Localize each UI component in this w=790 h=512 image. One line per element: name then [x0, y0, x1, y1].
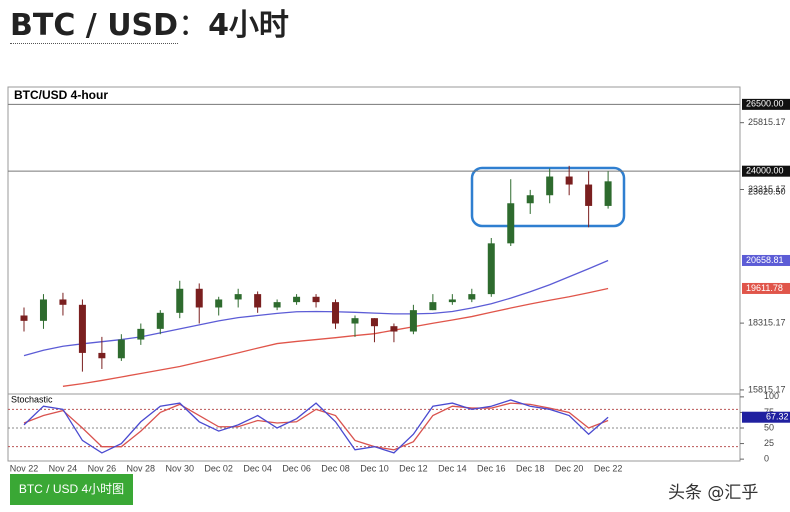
x-tick-label: Dec 08 — [321, 463, 350, 473]
candle-body — [409, 310, 417, 332]
candle-body — [39, 299, 47, 321]
chart-title: BTC/USD 4-hour — [14, 88, 108, 102]
candle-body — [448, 299, 456, 303]
stoch-tick-label: 100 — [764, 391, 779, 401]
x-tick-label: Dec 04 — [243, 463, 272, 473]
candle-body — [20, 315, 28, 321]
ma-tag — [742, 254, 790, 266]
candle-body — [507, 203, 515, 244]
candle-body — [293, 296, 301, 303]
candle-body — [254, 294, 262, 308]
stoch-tag — [742, 411, 790, 423]
candle-body — [585, 184, 593, 206]
candle-body — [137, 328, 145, 340]
candle-body — [546, 176, 554, 196]
candle-body — [117, 339, 125, 359]
price-tag — [742, 98, 790, 110]
x-tick-label: Dec 14 — [438, 463, 467, 473]
x-tick-label: Dec 12 — [399, 463, 428, 473]
stoch-title: Stochastic — [11, 394, 53, 404]
ma-tag-label: 20658.81 — [746, 255, 784, 265]
pair: BTC / USD — [10, 8, 179, 44]
x-tick-label: Dec 22 — [594, 463, 623, 473]
stoch-tick-label: 25 — [764, 438, 774, 448]
candle-body — [487, 243, 495, 295]
x-tick-label: Nov 30 — [165, 463, 194, 473]
stoch-tick-label: 0 — [764, 454, 769, 464]
candle-body — [565, 176, 573, 185]
stoch-tick-label: 50 — [764, 422, 774, 432]
candle-body — [98, 352, 106, 359]
y-tick-label: 18315.17 — [748, 317, 786, 327]
ma-tag-label: 19611.78 — [746, 283, 783, 293]
moving-average — [62, 287, 609, 387]
candle-body — [312, 296, 320, 303]
watermark: 头条 @汇乎 — [668, 483, 759, 503]
timeframe: 4小时 — [208, 8, 289, 43]
candle-body — [215, 299, 223, 308]
candle-body — [195, 288, 203, 308]
x-tick-label: Dec 02 — [204, 463, 233, 473]
candle-body — [234, 294, 242, 300]
y-tick-label: 25815.17 — [748, 117, 786, 127]
candle-body — [390, 326, 398, 332]
candle-body — [176, 288, 184, 313]
candle-body — [156, 312, 164, 329]
stoch-line — [23, 399, 609, 454]
y-tick-label: 23315.17 — [748, 184, 786, 194]
candle-body — [332, 302, 340, 324]
last-price-label: 23620.50 — [748, 187, 786, 197]
candle-body — [526, 195, 534, 204]
x-tick-label: Dec 10 — [360, 463, 389, 473]
candle-body — [604, 181, 612, 206]
x-tick-label: Nov 22 — [10, 463, 39, 473]
y-tick-label: 15815.17 — [748, 384, 786, 394]
x-tick-label: Dec 16 — [477, 463, 506, 473]
x-tick-label: Nov 24 — [49, 463, 78, 473]
page-title: BTC / USD：4小时 — [10, 0, 289, 44]
candle-body — [273, 302, 281, 308]
candle-body — [78, 304, 86, 353]
stoch-tag-label: 67.32 — [766, 412, 789, 422]
separator: ： — [178, 8, 209, 43]
candle-body — [59, 299, 67, 305]
candle-body — [351, 318, 359, 324]
candle-body — [468, 294, 476, 300]
price-tag — [742, 165, 790, 177]
price-tag-label: 26500.00 — [746, 99, 784, 109]
stoch-line — [23, 402, 609, 451]
button[interactable]: BTC / USD 4小时图 — [10, 474, 133, 505]
candle-body — [370, 318, 378, 327]
ma-tag — [742, 282, 790, 294]
candle-body — [429, 302, 437, 311]
price-tag-label: 24000.00 — [746, 166, 784, 176]
x-tick-label: Nov 28 — [127, 463, 156, 473]
range-highlight — [470, 166, 626, 228]
x-tick-label: Dec 20 — [555, 463, 584, 473]
chart-frame — [7, 86, 741, 462]
x-tick-label: Nov 26 — [88, 463, 117, 473]
x-tick-label: Dec 06 — [282, 463, 311, 473]
x-tick-label: Dec 18 — [516, 463, 545, 473]
